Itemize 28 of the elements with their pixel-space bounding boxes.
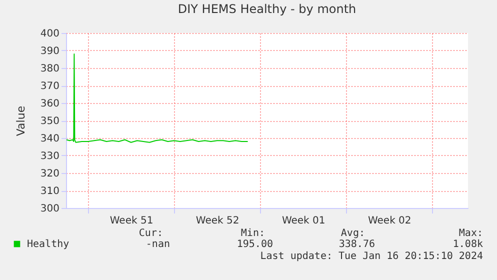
y-tick-label: 390 [40,46,60,57]
legend-label: Healthy [27,239,70,250]
y-tick-label: 370 [40,81,60,92]
x-tick-label: Week 01 [282,216,326,226]
text: -nan [146,239,170,250]
text: Avg: [340,228,365,239]
x-tick-label: Week 51 [110,216,154,226]
y-axis-title: Value [14,106,28,136]
y-tick-label: 380 [40,64,60,74]
text: Max: [458,228,483,239]
y-tick-label: 320 [40,168,60,180]
text: Cur: [138,228,163,239]
text: 1.08k [452,239,483,250]
y-tick-label: 300 [40,204,60,214]
y-tick-label: 360 [40,98,60,110]
line-series [66,54,248,143]
y-tick-label: 340 [40,134,60,144]
y-tick-label: 400 [40,28,60,40]
text: Min: [240,228,265,239]
y-tick-label: 330 [40,151,60,162]
text: Last update: Tue Jan 16 20:15:10 2024 [260,251,483,262]
text: 195.00 [236,239,273,250]
y-tick-label: 350 [40,116,60,127]
text: 338.76 [338,239,375,250]
chart-title: DIY HEMS Healthy - by month [178,2,356,16]
x-tick-label: Week 52 [196,216,240,226]
y-tick-label: 310 [40,186,60,197]
x-tick-label: Week 02 [368,216,412,226]
